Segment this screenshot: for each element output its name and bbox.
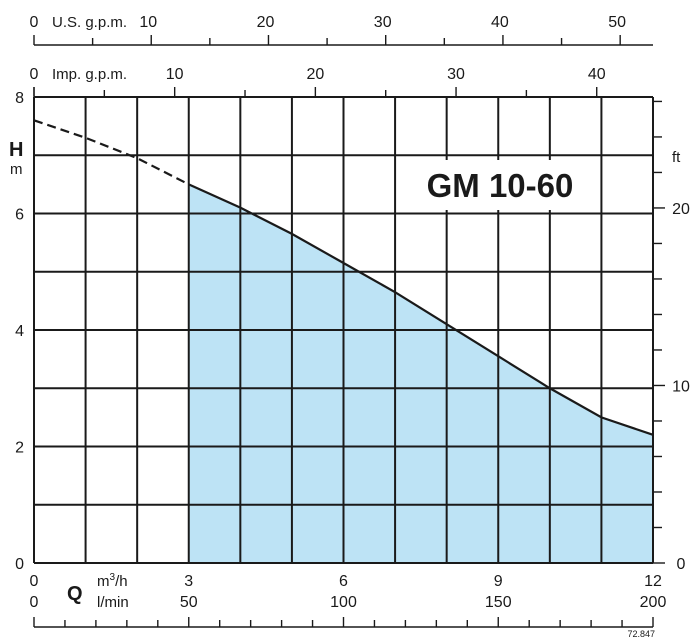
imp-gpm-tick-label: 0	[30, 66, 39, 83]
y-tick-label-m: 6	[15, 207, 24, 224]
lmin-tick-label: 0	[30, 594, 39, 611]
y-axis-right-unit: ft	[672, 149, 681, 166]
right-axis: 0 10 20	[653, 100, 690, 573]
m3h-tick-label: 0	[30, 573, 39, 590]
lmin-tick-label: 100	[330, 594, 357, 611]
lmin-tick-label: 200	[640, 594, 667, 611]
x-axis-m3h-unit: m3/h	[97, 572, 128, 590]
y-tick-label-m: 2	[15, 440, 24, 457]
y-tick-label-m: 4	[15, 323, 24, 340]
lmin-tick-label: 150	[485, 594, 512, 611]
y-tick-label-m: 0	[15, 556, 24, 573]
m3h-tick-label: 3	[184, 573, 193, 590]
y-tick-label-ft: 0	[677, 556, 686, 573]
x-axis-lmin-unit: l/min	[97, 594, 129, 611]
top-axes: 0 10 20 30 40 50 0 10 20 30 40	[30, 14, 653, 97]
y-axis-unit: m	[10, 161, 23, 178]
us-gpm-tick-label: 20	[257, 14, 275, 31]
q-symbol: Q	[67, 583, 83, 605]
y-axis-label: H	[9, 139, 23, 161]
us-gpm-tick-label: 0	[30, 14, 39, 31]
us-gpm-tick-label: 30	[374, 14, 392, 31]
imp-gpm-tick-label: 10	[166, 66, 184, 83]
m3h-tick-label: 9	[494, 573, 503, 590]
left-axis: 0 2 4 6 8	[15, 90, 24, 573]
bottom-axes: 0 3 6 9 12 0 50 100 150 200	[30, 573, 667, 628]
m3h-tick-label: 12	[644, 573, 662, 590]
lmin-tick-label: 50	[180, 594, 198, 611]
performance-curve	[188, 183, 654, 436]
us-gpm-tick-label: 50	[608, 14, 626, 31]
us-gpm-tick-label: 10	[139, 14, 157, 31]
us-gpm-tick-label: 40	[491, 14, 509, 31]
x-axis-top-imp-label: Imp. g.p.m.	[52, 66, 127, 83]
x-axis-top-us-label: U.S. g.p.m.	[52, 14, 127, 31]
y-tick-label-ft: 10	[672, 378, 690, 395]
imp-gpm-tick-label: 20	[306, 66, 324, 83]
title-background	[408, 160, 592, 210]
chart-title: GM 10-60	[427, 167, 574, 204]
imp-gpm-tick-label: 30	[447, 66, 465, 83]
performance-curve-extrapolated	[33, 119, 190, 186]
m3h-tick-label: 6	[339, 573, 348, 590]
imp-gpm-tick-label: 40	[588, 66, 606, 83]
y-tick-label-ft: 20	[672, 201, 690, 218]
y-tick-label-m: 8	[15, 90, 24, 107]
chart-code: 72.847	[627, 629, 655, 639]
operating-range-area	[188, 184, 653, 563]
